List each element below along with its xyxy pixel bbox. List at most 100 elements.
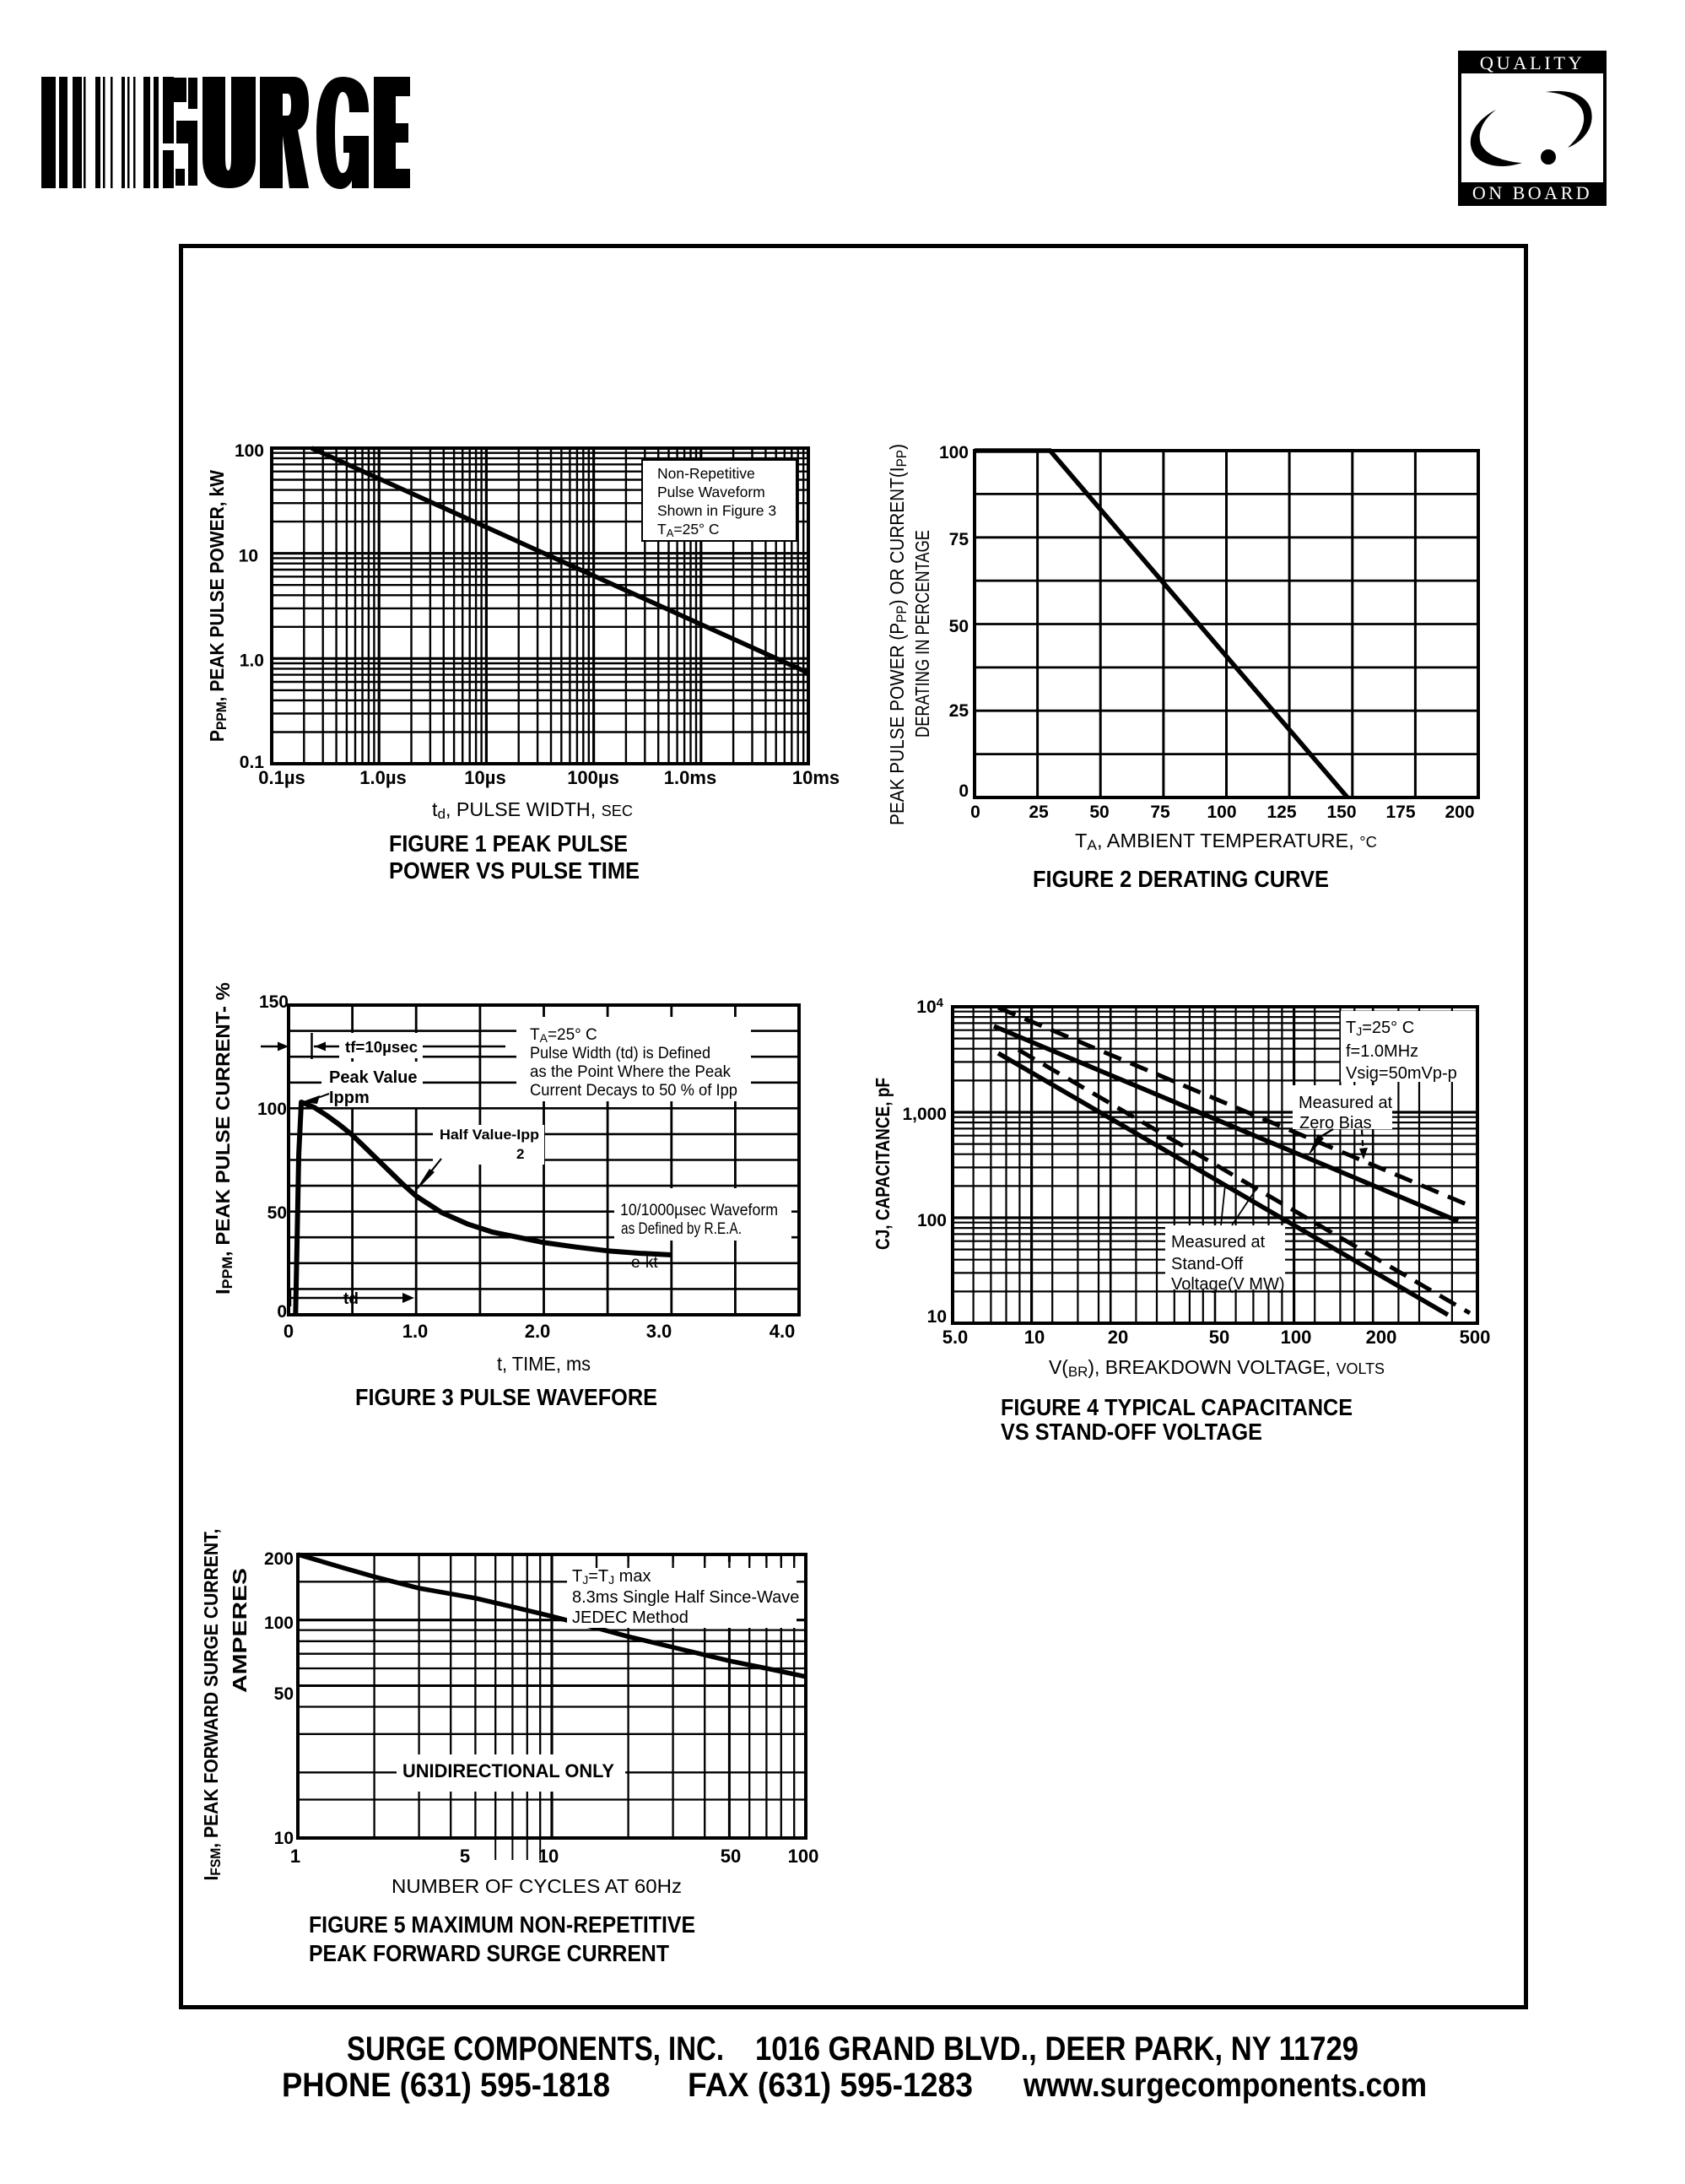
svg-text:5.0: 5.0 <box>942 1327 969 1348</box>
svg-text:5: 5 <box>460 1846 470 1867</box>
svg-text:125: 125 <box>1266 803 1296 822</box>
svg-text:200: 200 <box>1445 803 1474 822</box>
svg-text:10/1000µsec Waveform: 10/1000µsec Waveform <box>620 1202 778 1219</box>
svg-text:100: 100 <box>939 443 969 462</box>
svg-text:3.0: 3.0 <box>646 1321 672 1342</box>
svg-text:100: 100 <box>1207 803 1236 822</box>
svg-text:150: 150 <box>1326 803 1356 822</box>
svg-text:Current Decays to 50 % of Ipp: Current Decays to 50 % of Ipp <box>530 1082 737 1100</box>
svg-text:0: 0 <box>277 1302 287 1322</box>
svg-text:td: td <box>343 1290 359 1308</box>
svg-text:Ippm: Ippm <box>329 1089 370 1107</box>
svg-text:200: 200 <box>264 1549 294 1569</box>
svg-text:100: 100 <box>264 1614 294 1633</box>
svg-text:8.3ms Single Half Since-Wave: 8.3ms Single Half Since-Wave <box>572 1588 799 1607</box>
svg-text:200: 200 <box>1366 1327 1397 1348</box>
svg-text:V(BR), BREAKDOWN VOLTAGE, VOL: V(BR), BREAKDOWN VOLTAGE, VOLTS <box>1049 1356 1385 1380</box>
svg-text:100: 100 <box>235 441 264 461</box>
svg-text:500: 500 <box>1460 1327 1491 1348</box>
svg-text:PEAK FORWARD SURGE CURRENT: PEAK FORWARD SURGE CURRENT <box>309 1940 669 1966</box>
svg-text:0: 0 <box>970 803 980 822</box>
svg-text:Measured at: Measured at <box>1171 1233 1266 1251</box>
svg-text:0.1µs: 0.1µs <box>258 767 305 788</box>
svg-text:PEAK PULSE POWER (PPP) OR CURR: PEAK PULSE POWER (PPP) OR CURRENT(IPP) <box>886 444 910 825</box>
svg-text:1.0ms: 1.0ms <box>664 767 716 788</box>
svg-text:1: 1 <box>290 1846 300 1867</box>
svg-text:75: 75 <box>949 530 969 549</box>
svg-text:104: 104 <box>916 996 943 1017</box>
svg-text:10ms: 10ms <box>792 767 840 788</box>
svg-text:Shown in Figure 3: Shown in Figure 3 <box>657 502 776 519</box>
svg-text:PPPM, PEAK PULSE POWER, kW: PPPM, PEAK PULSE POWER, kW <box>206 470 230 742</box>
svg-text:50: 50 <box>721 1846 741 1867</box>
svg-text:FIGURE 4 TYPICAL CAPACITANCE: FIGURE 4 TYPICAL CAPACITANCE <box>1001 1394 1353 1420</box>
svg-text:Vsig=50mVp-p: Vsig=50mVp-p <box>1346 1064 1457 1083</box>
svg-text:FIGURE 5 MAXIMUM NON-REPETITIV: FIGURE 5 MAXIMUM NON-REPETITIVE <box>309 1911 695 1938</box>
svg-text:25: 25 <box>1029 803 1049 822</box>
svg-text:IFSM, PEAK FORWARD SURGE CURRE: IFSM, PEAK FORWARD SURGE CURRENT, <box>200 1529 224 1881</box>
svg-text:as the Point Where the Peak: as the Point Where the Peak <box>530 1063 731 1081</box>
svg-text:10µs: 10µs <box>464 767 505 788</box>
svg-text:175: 175 <box>1385 803 1415 822</box>
svg-text:0.1: 0.1 <box>240 753 265 772</box>
svg-text:1.0µs: 1.0µs <box>359 767 407 788</box>
svg-text:1.0: 1.0 <box>402 1321 429 1342</box>
svg-text:50: 50 <box>267 1203 287 1223</box>
svg-text:Voltage(V MW): Voltage(V MW) <box>1171 1275 1284 1294</box>
svg-text:TJ=25° C: TJ=25° C <box>1346 1019 1414 1038</box>
svg-text:Half Value-Ipp: Half Value-Ipp <box>440 1127 539 1143</box>
svg-text:tf=10µsec: tf=10µsec <box>345 1039 418 1056</box>
svg-text:100: 100 <box>917 1211 947 1230</box>
svg-text:FAX (631) 595-1283: FAX (631) 595-1283 <box>688 2067 973 2104</box>
svg-text:10: 10 <box>538 1846 559 1867</box>
svg-text:FIGURE 3 PULSE WAVEFORE: FIGURE 3 PULSE WAVEFORE <box>355 1384 657 1410</box>
svg-text:10: 10 <box>927 1307 947 1327</box>
svg-text:20: 20 <box>1108 1327 1128 1348</box>
svg-text:CJ, CAPACITANCE, pF: CJ, CAPACITANCE, pF <box>872 1078 894 1250</box>
svg-text:IPPM, PEAK PULSE CURRENT- %: IPPM, PEAK PULSE CURRENT- % <box>212 982 235 1295</box>
svg-text:UNIDIRECTIONAL ONLY: UNIDIRECTIONAL ONLY <box>402 1760 614 1781</box>
svg-text:e-kt: e-kt <box>631 1254 658 1272</box>
svg-text:2.0: 2.0 <box>525 1321 551 1342</box>
svg-text:QUALITY: QUALITY <box>1480 52 1585 73</box>
svg-text:f=1.0MHz: f=1.0MHz <box>1346 1042 1418 1061</box>
svg-text:150: 150 <box>259 992 289 1012</box>
svg-text:TA=25° C: TA=25° C <box>657 521 720 539</box>
svg-text:0: 0 <box>284 1321 294 1342</box>
svg-text:25: 25 <box>949 701 969 721</box>
svg-text:10: 10 <box>274 1829 294 1848</box>
svg-text:50: 50 <box>949 617 969 636</box>
svg-text:50: 50 <box>1209 1327 1229 1348</box>
svg-text:TA=25° C: TA=25° C <box>530 1026 597 1045</box>
svg-text:Measured at: Measured at <box>1299 1094 1393 1112</box>
svg-text:t, TIME, ms: t, TIME, ms <box>497 1353 591 1375</box>
svg-text:AMPERES: AMPERES <box>229 1568 251 1693</box>
svg-text:DERATING IN PERCENTAGE: DERATING IN PERCENTAGE <box>911 530 933 738</box>
svg-text:100µs: 100µs <box>567 767 619 788</box>
svg-text:1.0: 1.0 <box>240 651 264 670</box>
svg-text:Peak Value: Peak Value <box>329 1068 418 1087</box>
svg-text:ON BOARD: ON BOARD <box>1472 182 1592 203</box>
svg-text:SURGE COMPONENTS, INC.: SURGE COMPONENTS, INC. <box>347 2030 724 2068</box>
svg-text:Zero Bias: Zero Bias <box>1299 1114 1372 1133</box>
svg-text:100: 100 <box>788 1846 819 1867</box>
svg-text:100: 100 <box>1281 1327 1312 1348</box>
svg-text:NUMBER OF CYCLES AT 60Hz: NUMBER OF CYCLES AT 60Hz <box>392 1875 682 1897</box>
svg-text:50: 50 <box>274 1684 294 1704</box>
svg-text:FIGURE 2 DERATING CURVE: FIGURE 2 DERATING CURVE <box>1033 866 1329 892</box>
svg-text:4.0: 4.0 <box>770 1321 796 1342</box>
svg-text:td, PULSE WIDTH, SEC: td, PULSE WIDTH, SEC <box>432 798 633 822</box>
svg-text:www.surgecomponents.com: www.surgecomponents.com <box>1023 2067 1427 2104</box>
svg-text:POWER VS PULSE TIME: POWER VS PULSE TIME <box>389 857 640 884</box>
svg-text:0: 0 <box>959 781 969 801</box>
svg-text:2: 2 <box>516 1146 524 1162</box>
svg-text:JEDEC Method: JEDEC Method <box>572 1608 689 1627</box>
svg-text:1,000: 1,000 <box>902 1105 947 1124</box>
svg-text:75: 75 <box>1150 803 1170 822</box>
svg-text:Non-Repetitive: Non-Repetitive <box>657 465 755 482</box>
svg-text:TA, AMBIENT TEMPERATURE, °C: TA, AMBIENT TEMPERATURE, °C <box>1075 830 1377 853</box>
svg-text:100: 100 <box>257 1100 287 1119</box>
svg-text:VS STAND-OFF VOLTAGE: VS STAND-OFF VOLTAGE <box>1001 1419 1262 1445</box>
svg-text:10: 10 <box>1024 1327 1045 1348</box>
svg-text:Pulse Width (td) is Defined: Pulse Width (td) is Defined <box>530 1045 710 1062</box>
